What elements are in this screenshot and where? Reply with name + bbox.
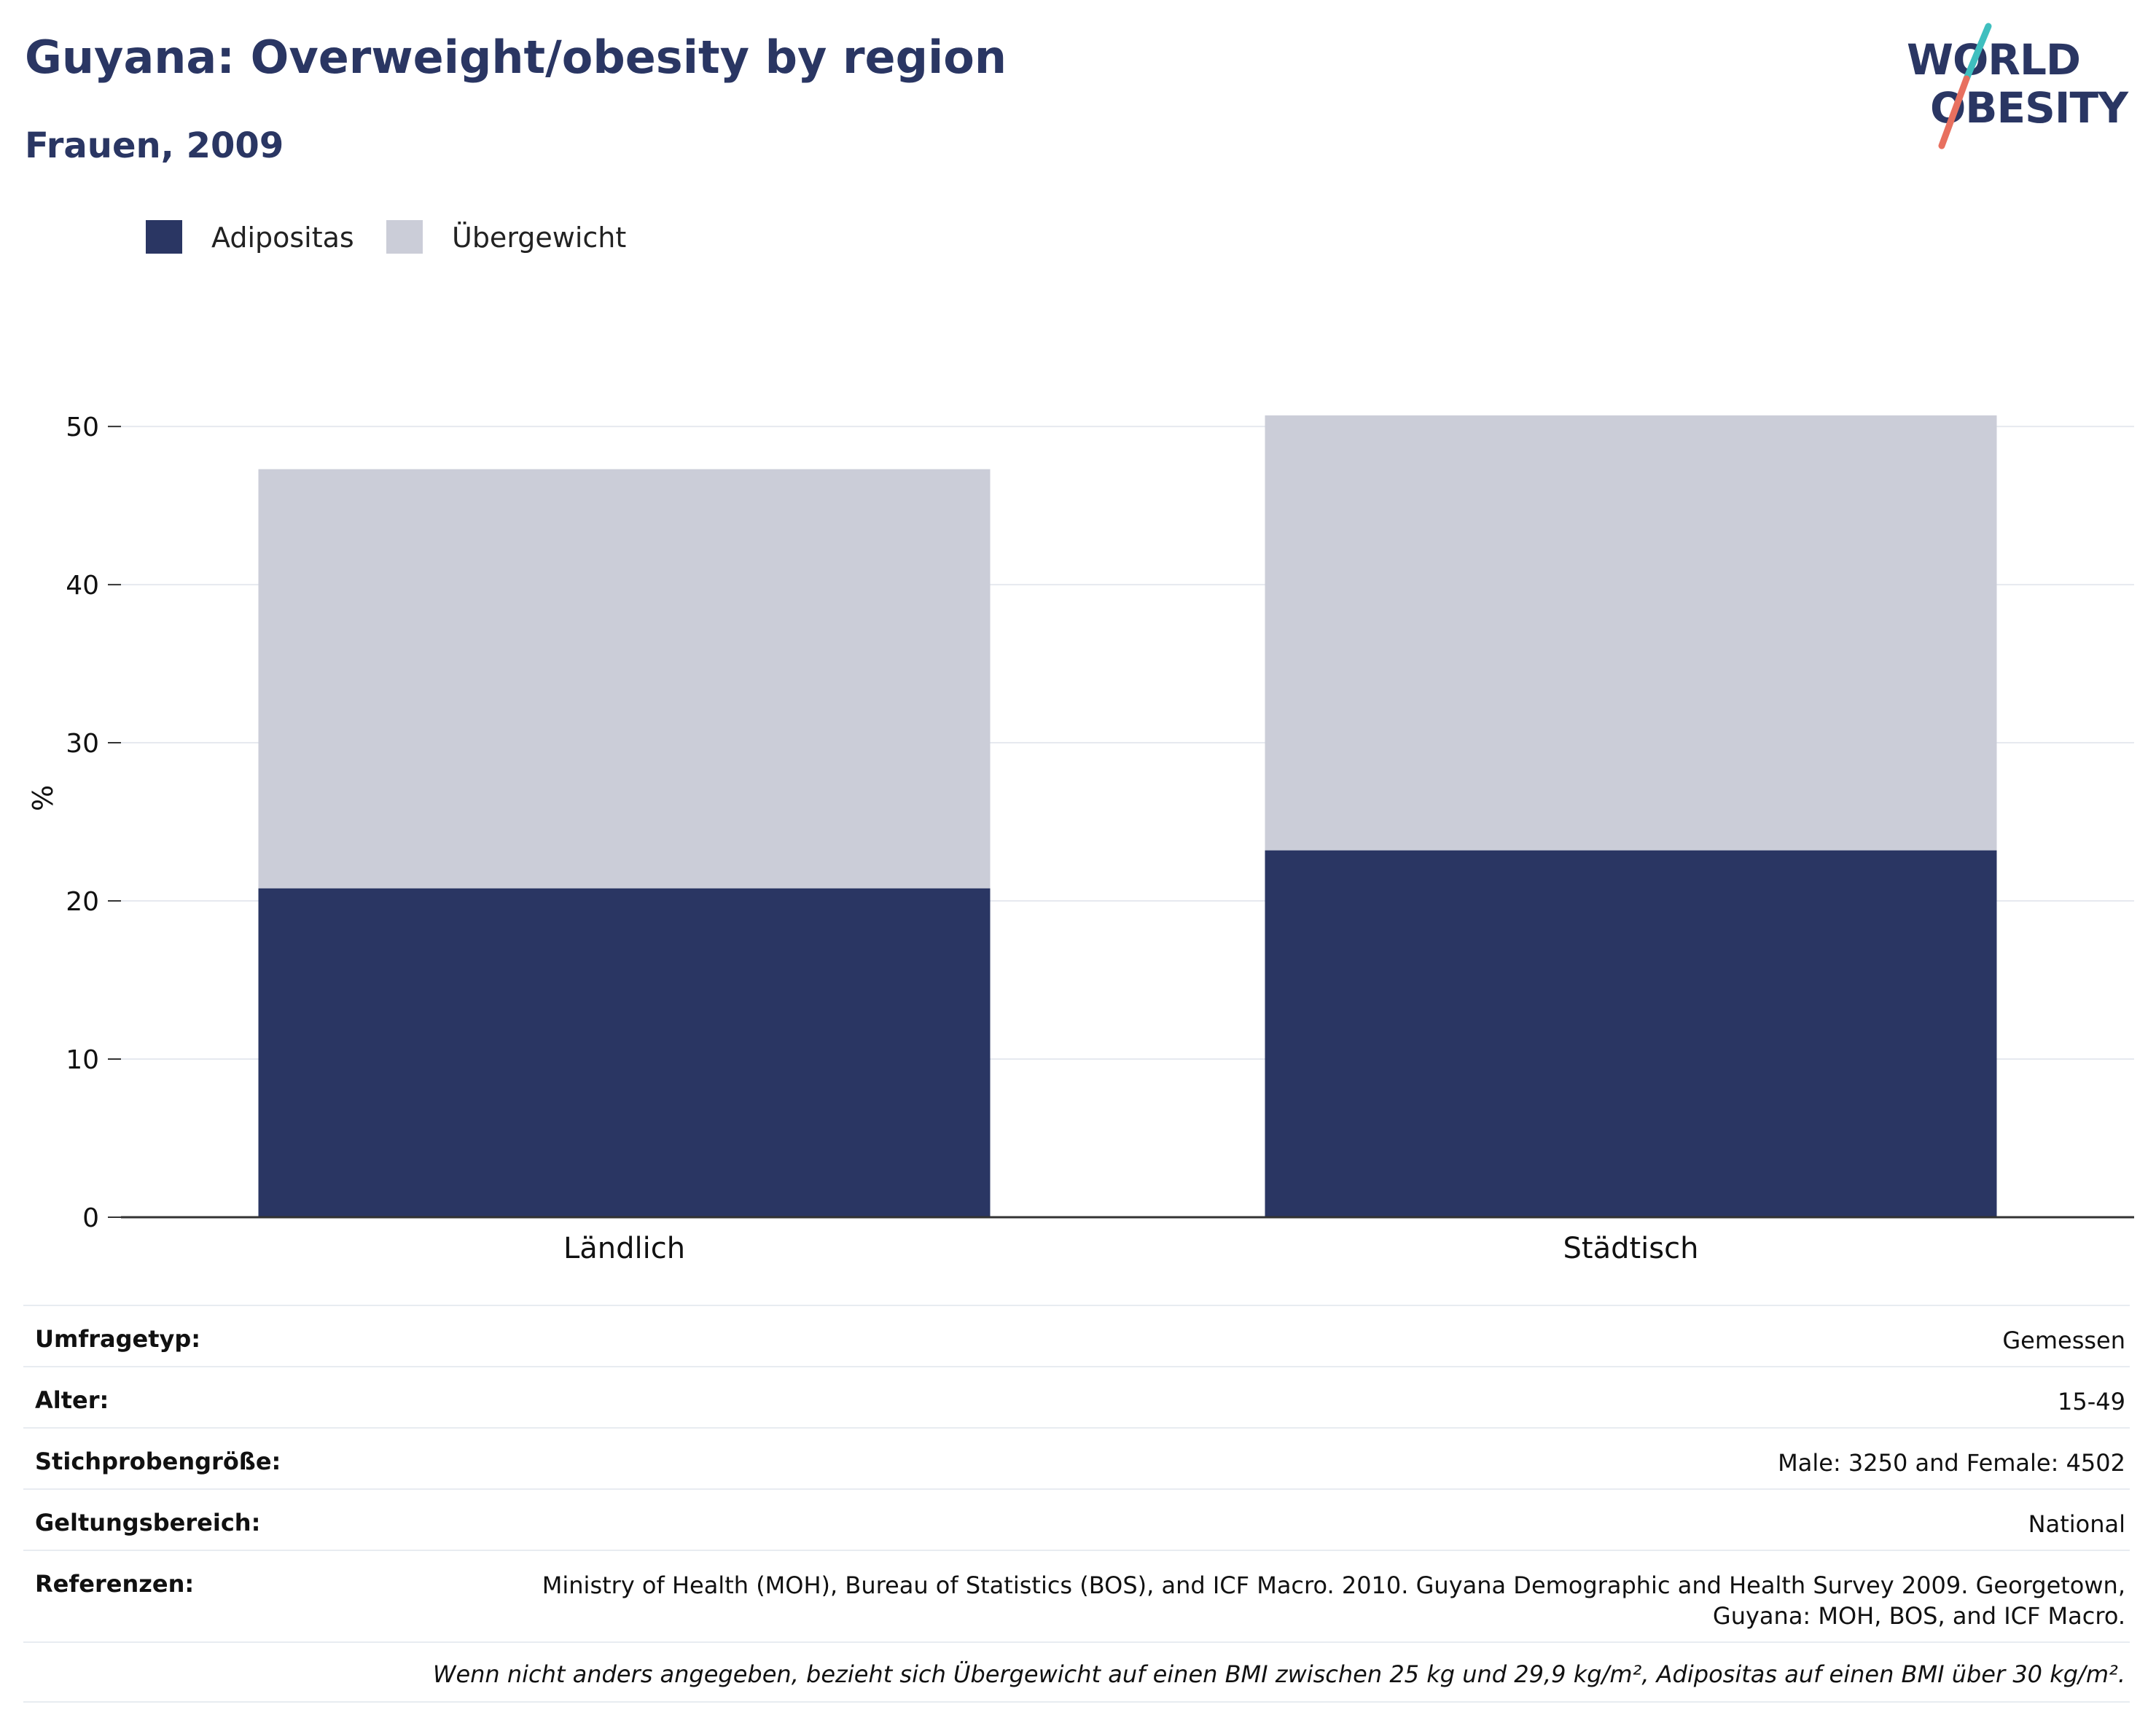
logo-slash-icon — [1938, 23, 1992, 149]
bar-segment-uebergewicht[interactable] — [1265, 415, 1997, 851]
info-row-note: Wenn nicht anders angegeben, bezieht sic… — [23, 1641, 2130, 1703]
y-tick-label: 40 — [66, 571, 99, 601]
reference-text: Ministry of Health (MOH), Bureau of Stat… — [542, 1570, 2125, 1631]
x-tick-label: Städtisch — [1563, 1232, 1699, 1265]
info-value: National — [2028, 1510, 2125, 1538]
y-axis-label: % — [27, 785, 59, 811]
info-row-references: Referenzen: Ministry of Health (MOH), Bu… — [23, 1550, 2130, 1641]
legend-swatch-adipositas — [146, 220, 182, 254]
info-row-sample-size: Stichprobengröße: Male: 3250 and Female:… — [23, 1427, 2130, 1488]
info-row-scope: Geltungsbereich: National — [23, 1488, 2130, 1550]
info-label: Umfragetyp: — [35, 1325, 201, 1353]
world-obesity-logo: WORLD OBESITY — [1907, 22, 2141, 155]
reference-line-2: Guyana: MOH, BOS, and ICF Macro. — [1712, 1602, 2125, 1630]
bmi-definition-note: Wenn nicht anders angegeben, bezieht sic… — [432, 1660, 2125, 1688]
bar-segment-adipositas[interactable] — [1265, 850, 1997, 1217]
bars — [258, 415, 1997, 1217]
legend-label-uebergewicht: Übergewicht — [452, 222, 627, 254]
reference-line-1: Ministry of Health (MOH), Bureau of Stat… — [542, 1571, 2125, 1599]
y-tick-label: 20 — [66, 887, 99, 917]
logo-line-1: WORLD — [1907, 35, 2081, 85]
bar-segment-adipositas[interactable] — [258, 888, 991, 1217]
info-label: Stichprobengröße: — [35, 1448, 281, 1475]
chart-subtitle: Frauen, 2009 — [25, 125, 284, 166]
info-value: Gemessen — [2002, 1327, 2125, 1354]
y-tick-label: 10 — [66, 1045, 99, 1075]
legend-swatch-uebergewicht — [386, 220, 423, 254]
x-axis-ticks: Ländlich Städtisch — [563, 1232, 1699, 1265]
info-label: Referenzen: — [35, 1570, 195, 1598]
y-tick-label: 30 — [66, 729, 99, 759]
y-tick-label: 0 — [82, 1203, 99, 1233]
info-table: Umfragetyp: Gemessen Alter: 15-49 Stichp… — [23, 1305, 2130, 1703]
y-axis-ticks: 0 10 20 30 40 50 — [66, 413, 121, 1233]
chart-title: Guyana: Overweight/obesity by region — [25, 31, 1007, 84]
info-label: Geltungsbereich: — [35, 1509, 261, 1536]
y-tick-label: 50 — [66, 413, 99, 442]
bar-segment-uebergewicht[interactable] — [258, 469, 991, 889]
info-value: 15-49 — [2058, 1388, 2125, 1415]
stacked-bar-chart: 0 10 20 30 40 50 Ländlich Städtisch % — [27, 413, 2134, 1265]
x-tick-label: Ländlich — [563, 1232, 685, 1265]
info-label: Alter: — [35, 1386, 109, 1414]
legend-label-adipositas: Adipositas — [211, 222, 354, 254]
info-row-age: Alter: 15-49 — [23, 1366, 2130, 1427]
info-row-survey-type: Umfragetyp: Gemessen — [23, 1305, 2130, 1366]
info-value: Male: 3250 and Female: 4502 — [1778, 1449, 2125, 1477]
